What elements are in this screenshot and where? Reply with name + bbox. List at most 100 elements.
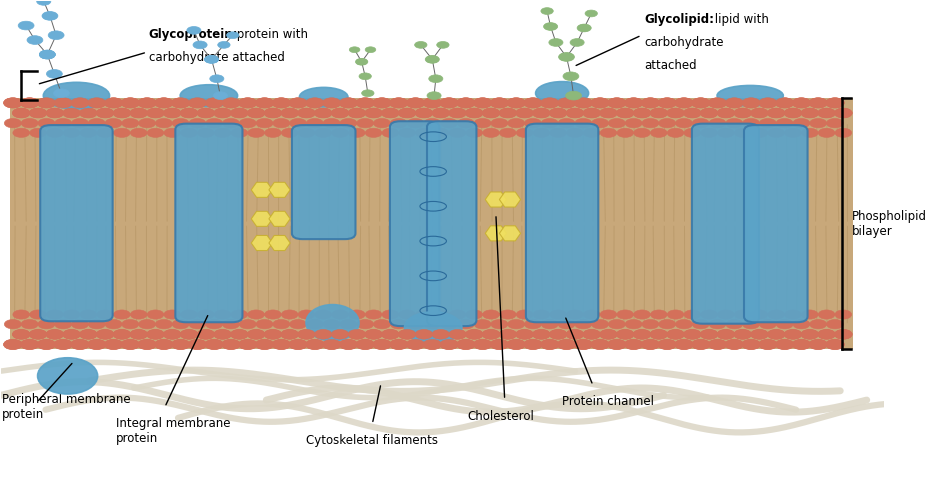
Circle shape [532,108,550,118]
Circle shape [574,98,592,108]
Circle shape [616,310,633,319]
Circle shape [734,108,752,118]
Circle shape [281,108,299,118]
Circle shape [332,310,348,319]
Circle shape [221,98,240,108]
Circle shape [231,310,248,319]
Circle shape [30,128,47,138]
Circle shape [457,339,475,349]
Circle shape [290,119,306,128]
Circle shape [507,319,525,329]
Circle shape [231,108,248,118]
Circle shape [4,98,22,108]
Circle shape [71,339,90,349]
Circle shape [13,310,30,319]
Polygon shape [500,226,520,241]
Circle shape [558,98,575,108]
Circle shape [238,339,257,349]
Circle shape [30,310,47,319]
Circle shape [566,108,584,118]
Circle shape [558,339,575,349]
Circle shape [29,108,47,118]
Polygon shape [251,211,273,226]
Circle shape [483,128,500,138]
Circle shape [29,330,47,339]
Circle shape [633,108,651,118]
Circle shape [532,330,550,339]
Circle shape [591,98,609,108]
Circle shape [114,310,131,319]
Circle shape [205,56,218,63]
Circle shape [818,128,835,138]
Circle shape [725,98,743,108]
Circle shape [616,330,634,339]
Circle shape [423,98,442,108]
FancyBboxPatch shape [744,125,808,322]
Circle shape [205,55,219,63]
Circle shape [255,339,274,349]
Circle shape [616,108,634,118]
Circle shape [332,128,348,138]
Circle shape [27,35,43,44]
Text: carbohydrate attached: carbohydrate attached [149,51,285,64]
Circle shape [289,339,307,349]
Circle shape [305,98,324,108]
Circle shape [13,128,30,138]
Circle shape [38,319,55,329]
Circle shape [272,98,290,108]
Ellipse shape [300,87,348,107]
Circle shape [64,128,80,138]
Circle shape [725,339,743,349]
Circle shape [524,98,543,108]
Circle shape [214,310,231,319]
Circle shape [389,339,408,349]
Circle shape [180,310,197,319]
Circle shape [348,128,365,138]
Circle shape [130,330,148,339]
Circle shape [591,119,609,128]
Circle shape [39,50,55,59]
Circle shape [591,339,609,349]
Circle shape [500,128,517,138]
Circle shape [709,319,726,329]
Circle shape [399,128,416,138]
Circle shape [357,119,374,128]
Circle shape [374,119,390,128]
Circle shape [440,339,459,349]
Circle shape [624,339,643,349]
Circle shape [465,330,483,339]
Circle shape [641,339,659,349]
Ellipse shape [43,82,109,109]
Circle shape [238,339,257,349]
Circle shape [809,98,828,108]
Circle shape [574,339,592,349]
Circle shape [474,98,492,108]
Circle shape [818,330,835,339]
Circle shape [658,339,676,349]
Circle shape [427,92,441,100]
Circle shape [465,108,483,118]
Circle shape [357,319,374,329]
Circle shape [482,330,500,339]
Circle shape [759,119,776,128]
Circle shape [248,310,264,319]
Circle shape [785,330,801,339]
Circle shape [21,98,39,108]
Circle shape [298,330,316,339]
Circle shape [264,128,281,138]
Circle shape [424,319,441,329]
Circle shape [365,108,382,118]
Circle shape [801,108,818,118]
Text: Glycoprotein:: Glycoprotein: [149,28,238,41]
Circle shape [180,128,197,138]
Circle shape [633,330,651,339]
Circle shape [440,98,459,108]
Circle shape [180,330,198,339]
FancyBboxPatch shape [389,121,439,326]
Circle shape [130,108,148,118]
Circle shape [248,108,265,118]
Circle shape [231,330,248,339]
Circle shape [415,108,432,118]
Circle shape [197,310,214,319]
Circle shape [306,119,323,128]
